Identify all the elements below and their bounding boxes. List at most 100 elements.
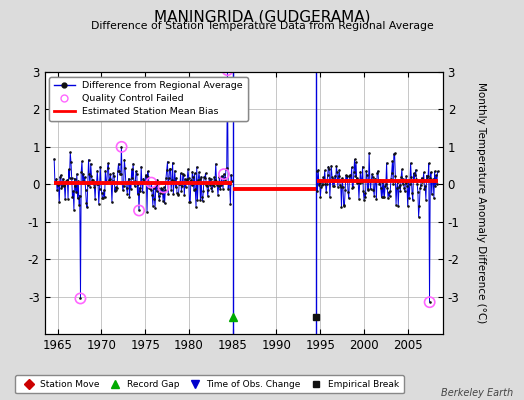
Point	[394, 203, 402, 209]
Point	[170, 178, 178, 184]
Point	[221, 175, 230, 181]
Point	[112, 187, 121, 194]
Point	[329, 176, 337, 182]
Point	[326, 178, 335, 184]
Point	[82, 200, 91, 206]
Point	[349, 184, 357, 191]
Point	[223, 67, 232, 73]
Point	[144, 174, 152, 180]
Point	[108, 199, 116, 205]
Point	[383, 160, 391, 166]
Point	[75, 192, 84, 199]
Point	[409, 170, 418, 177]
Point	[51, 179, 59, 185]
Point	[416, 185, 424, 192]
Point	[314, 167, 322, 173]
Point	[94, 181, 102, 187]
Point	[413, 189, 422, 195]
Point	[327, 162, 335, 169]
Point	[129, 160, 137, 167]
Point	[213, 182, 222, 188]
Point	[368, 171, 376, 177]
Point	[190, 170, 199, 176]
Point	[353, 175, 362, 181]
Point	[54, 180, 63, 187]
Point	[321, 167, 329, 174]
Point	[188, 168, 196, 175]
Point	[60, 183, 69, 189]
Point	[129, 180, 138, 186]
Point	[216, 186, 224, 193]
Point	[385, 193, 394, 199]
Point	[183, 176, 191, 182]
Point	[343, 173, 352, 179]
Point	[101, 194, 109, 201]
Point	[373, 170, 381, 176]
Point	[321, 180, 330, 187]
Point	[399, 176, 408, 183]
Point	[222, 166, 230, 173]
Point	[412, 176, 421, 182]
Point	[70, 175, 79, 182]
Point	[105, 177, 113, 184]
Point	[162, 167, 171, 173]
Point	[193, 196, 202, 203]
Point	[351, 156, 359, 162]
Point	[415, 203, 423, 210]
Point	[398, 180, 407, 187]
Point	[386, 188, 395, 194]
Point	[212, 178, 221, 184]
Point	[104, 160, 113, 166]
Point	[430, 195, 438, 201]
Point	[97, 180, 105, 186]
Point	[320, 176, 328, 183]
Point	[135, 207, 143, 214]
Point	[322, 189, 331, 196]
Point	[364, 186, 373, 193]
Point	[165, 175, 173, 181]
Point	[385, 189, 393, 196]
Point	[77, 295, 85, 302]
Point	[137, 163, 145, 170]
Point	[324, 163, 333, 170]
Point	[125, 194, 134, 201]
Point	[64, 196, 72, 202]
Point	[332, 163, 341, 169]
Point	[147, 180, 156, 186]
Point	[370, 193, 378, 199]
Point	[187, 177, 195, 183]
Point	[225, 178, 233, 185]
Point	[184, 175, 193, 182]
Point	[143, 209, 151, 216]
Point	[69, 188, 78, 194]
Point	[431, 183, 440, 190]
Point	[169, 191, 178, 197]
Point	[86, 160, 95, 167]
Point	[133, 171, 141, 177]
Point	[167, 186, 176, 193]
Point	[177, 170, 185, 176]
Point	[155, 196, 163, 203]
Point	[323, 172, 332, 178]
Point	[375, 178, 383, 184]
Point	[341, 187, 350, 193]
Point	[411, 167, 420, 173]
Point	[329, 182, 337, 189]
Point	[157, 190, 166, 196]
Point	[352, 159, 360, 165]
Point	[419, 176, 427, 183]
Point	[56, 174, 64, 180]
Point	[342, 172, 350, 178]
Point	[79, 178, 87, 184]
Point	[88, 172, 96, 179]
Point	[55, 199, 63, 205]
Point	[360, 196, 368, 203]
Text: Berkeley Earth: Berkeley Earth	[441, 388, 514, 398]
Point	[400, 188, 409, 194]
Point	[160, 184, 168, 191]
Point	[422, 196, 430, 203]
Point	[390, 150, 399, 156]
Point	[405, 195, 413, 202]
Point	[108, 178, 117, 184]
Point	[116, 171, 124, 178]
